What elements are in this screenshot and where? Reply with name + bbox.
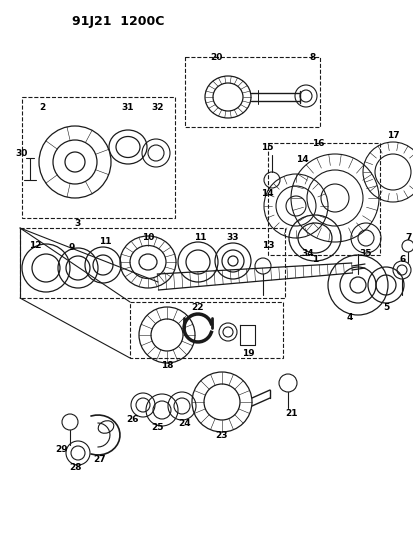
Text: 31: 31 [121, 103, 134, 112]
Bar [185, 57, 319, 127]
Bar [20, 228, 284, 298]
Text: 8: 8 [309, 52, 316, 61]
Text: 7: 7 [405, 232, 411, 241]
Text: 5: 5 [382, 303, 388, 311]
Text: 9: 9 [69, 244, 75, 253]
Text: 12: 12 [28, 240, 41, 249]
Text: 1: 1 [311, 255, 317, 264]
Text: 6: 6 [399, 255, 405, 264]
Text: 15: 15 [260, 143, 273, 152]
Text: 20: 20 [209, 52, 222, 61]
Text: 16: 16 [311, 139, 323, 148]
Text: 19: 19 [241, 349, 254, 358]
Text: 29: 29 [56, 446, 68, 455]
Text: 30: 30 [16, 149, 28, 158]
Text: 14: 14 [260, 189, 273, 198]
Text: 17: 17 [386, 131, 399, 140]
Text: 35: 35 [359, 248, 371, 257]
Text: 24: 24 [178, 418, 191, 427]
Text: 33: 33 [226, 233, 239, 243]
Text: 26: 26 [126, 416, 139, 424]
Text: 25: 25 [152, 424, 164, 432]
Text: 11: 11 [193, 233, 206, 243]
Bar [22, 97, 175, 218]
Bar [267, 143, 379, 255]
Text: 2: 2 [39, 102, 45, 111]
Text: 10: 10 [142, 233, 154, 243]
Text: 21: 21 [285, 408, 297, 417]
Text: 4: 4 [346, 313, 352, 322]
Text: 14: 14 [295, 156, 308, 165]
Text: 34: 34 [301, 248, 313, 257]
Text: 18: 18 [160, 360, 173, 369]
Text: 22: 22 [191, 303, 204, 312]
Text: 11: 11 [99, 238, 111, 246]
Text: 32: 32 [152, 103, 164, 112]
Text: 3: 3 [75, 220, 81, 229]
Bar [130, 302, 282, 358]
Text: 13: 13 [261, 240, 273, 249]
Text: 91J21  1200C: 91J21 1200C [72, 15, 164, 28]
Text: 28: 28 [69, 463, 82, 472]
Text: 27: 27 [93, 456, 106, 464]
Text: 23: 23 [215, 432, 228, 440]
